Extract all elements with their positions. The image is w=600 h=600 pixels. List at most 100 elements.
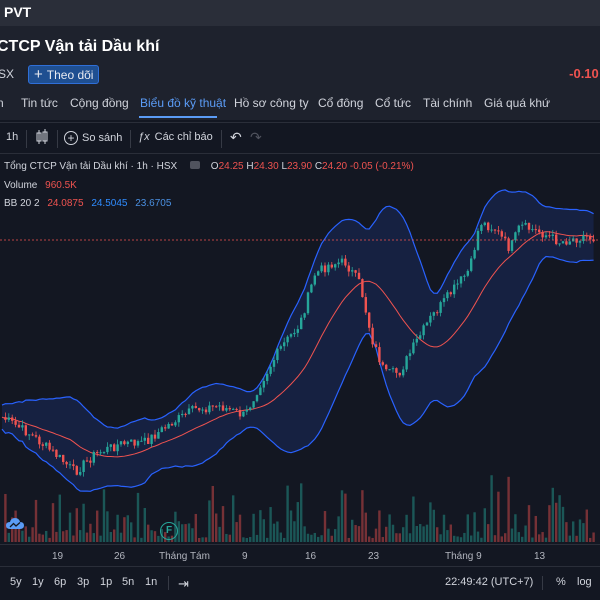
tab-overview[interactable]: n — [0, 96, 4, 110]
candle — [235, 408, 238, 411]
indicators-button[interactable]: ƒx Các chỉ báo — [138, 131, 213, 143]
candle — [555, 234, 558, 245]
bottom-divider — [168, 576, 169, 590]
candle — [85, 460, 89, 462]
volume-bar — [524, 525, 527, 542]
range-3m[interactable]: 3p — [77, 576, 90, 588]
tab-company-profile[interactable]: Hồ sơ công ty — [234, 96, 309, 110]
volume-bar — [439, 534, 442, 542]
percent-toggle[interactable]: % — [556, 576, 566, 588]
volume-bar — [490, 475, 493, 542]
volume-bar — [378, 510, 381, 542]
tab-technical-chart[interactable]: Biểu đồ kỹ thuật — [140, 96, 227, 110]
volume-bar — [442, 514, 446, 542]
volume-bar — [327, 528, 330, 542]
tab-news[interactable]: Tin tức — [21, 96, 58, 110]
volume-bar — [194, 513, 197, 542]
undo-icon[interactable]: ↶ — [230, 129, 242, 145]
tab-community[interactable]: Cộng đồng — [70, 96, 129, 110]
redo-icon[interactable]: ↷ — [250, 129, 262, 145]
candle — [150, 434, 153, 444]
volume-bar — [470, 535, 473, 542]
low-value: 23.90 — [287, 161, 313, 172]
range-1m[interactable]: 1p — [100, 576, 113, 588]
candle — [106, 446, 109, 453]
bottom-bar: 5y 1y 6p 3p 1p 5n 1n ⇥ 22:49:42 (UTC+7) … — [0, 566, 600, 600]
candle — [204, 409, 208, 413]
volume-bar — [476, 531, 480, 542]
volume-bar — [109, 532, 112, 542]
bottom-divider — [542, 576, 543, 590]
volume-bar — [514, 514, 517, 542]
tradingview-logo-icon[interactable] — [5, 516, 25, 532]
range-1y[interactable]: 1y — [32, 576, 44, 588]
candle — [514, 232, 517, 241]
candle — [524, 222, 527, 225]
volume-bar — [541, 532, 544, 542]
clock[interactable]: 22:49:42 (UTC+7) — [445, 576, 534, 588]
volume-bar — [527, 505, 531, 542]
candle — [113, 444, 116, 452]
volume-bar — [453, 535, 456, 542]
volume-bar — [391, 524, 395, 542]
event-marker[interactable]: F — [160, 522, 178, 540]
volume-bar — [116, 514, 119, 542]
indicators-label: Các chỉ báo — [154, 131, 213, 143]
candle — [157, 432, 160, 439]
log-toggle[interactable]: log — [577, 576, 592, 588]
volume-bar — [106, 511, 109, 542]
range-1d[interactable]: 1n — [145, 576, 158, 588]
candle — [442, 298, 446, 303]
tab-price-history[interactable]: Giá quá khứ — [484, 96, 551, 110]
bb-label: BB 20 2 — [4, 198, 40, 209]
candle — [436, 312, 439, 314]
candle — [456, 283, 459, 285]
range-5d[interactable]: 5n — [122, 576, 135, 588]
volume-bar — [68, 512, 72, 542]
candle — [187, 408, 191, 415]
volume-bar — [558, 495, 561, 542]
candle — [381, 362, 384, 365]
x-tick: 26 — [114, 551, 126, 562]
toolbar-divider — [57, 130, 58, 148]
candle — [385, 364, 388, 370]
candle — [463, 275, 466, 277]
candle — [306, 292, 310, 314]
legend-toggle-icon[interactable] — [190, 161, 201, 169]
follow-button[interactable]: + Theo dõi — [28, 65, 99, 84]
volume-bar — [497, 491, 500, 542]
volume-bar — [242, 537, 245, 542]
candle — [296, 329, 299, 333]
date-range-icon[interactable]: ⇥ — [178, 576, 189, 591]
tab-dividends[interactable]: Cổ tức — [375, 96, 412, 110]
volume-bar — [493, 535, 497, 542]
tab-shareholders[interactable]: Cổ đông — [318, 96, 364, 110]
range-6m[interactable]: 6p — [54, 576, 67, 588]
bb-lower-line — [1, 255, 594, 492]
candle — [201, 409, 204, 411]
candle — [167, 424, 170, 429]
candle — [483, 222, 486, 226]
candle — [228, 408, 231, 410]
price-chart[interactable] — [0, 154, 600, 544]
volume-bar — [283, 537, 286, 542]
compare-button[interactable]: + So sánh — [64, 131, 122, 145]
volume-bar — [374, 528, 378, 542]
volume-bar — [473, 512, 476, 542]
candle — [31, 434, 34, 436]
candle — [439, 302, 442, 313]
candle — [238, 410, 242, 417]
legend-title: Tổng CTCP Vận tải Dầu khí · 1h · HSX — [4, 161, 178, 172]
volume-bar — [354, 525, 357, 542]
candle — [544, 235, 548, 238]
candle — [585, 235, 588, 237]
candle — [170, 424, 174, 426]
tab-financials[interactable]: Tài chính — [423, 96, 473, 110]
candle — [378, 347, 381, 363]
range-5y[interactable]: 5y — [10, 576, 22, 588]
candle — [136, 441, 140, 446]
interval-selector[interactable]: 1h — [6, 131, 19, 143]
volume-bar — [126, 515, 129, 542]
volume-bar — [259, 510, 262, 542]
candle-type-icon[interactable] — [35, 129, 49, 148]
